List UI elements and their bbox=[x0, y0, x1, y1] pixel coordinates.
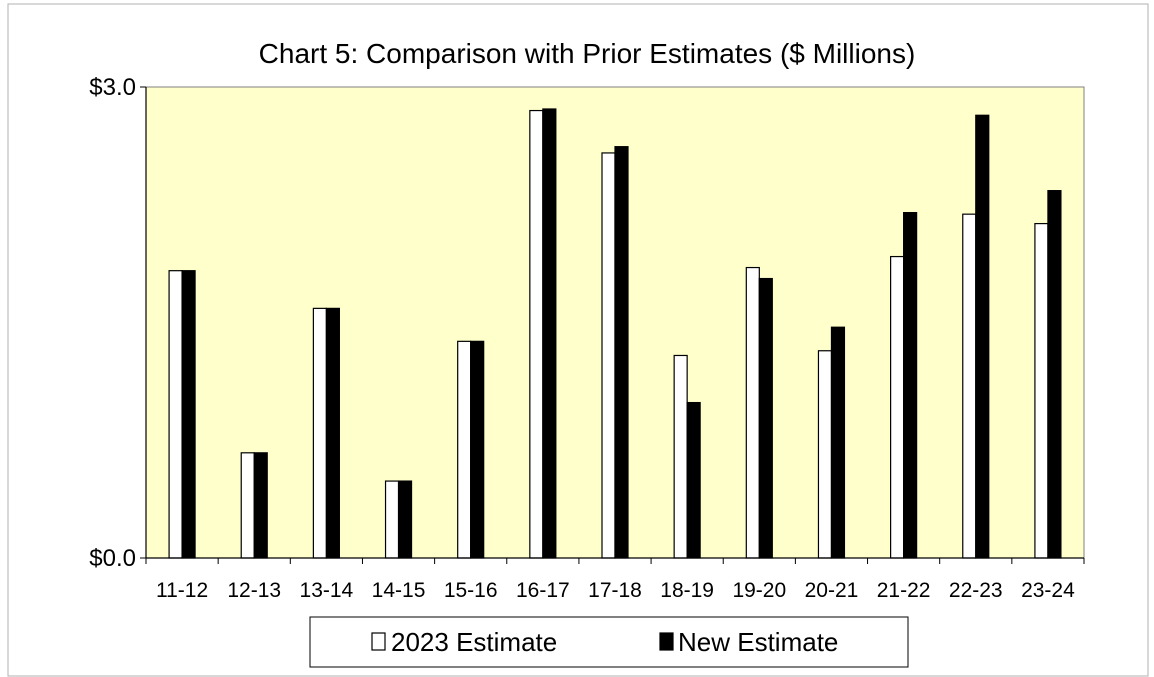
bar-estimate-2023-21-22 bbox=[890, 255, 905, 559]
legend-label-new-estimate: New Estimate bbox=[678, 627, 838, 657]
x-tick-label: 18-19 bbox=[660, 579, 714, 602]
bar-estimate-2023-15-16 bbox=[457, 340, 472, 559]
bar-estimate-2023-18-19 bbox=[673, 354, 688, 559]
y-ticks-group: $3.0 $0.0 bbox=[89, 74, 146, 572]
bar-estimate-2023-14-15 bbox=[384, 480, 400, 559]
x-tick-label: 20-21 bbox=[805, 579, 859, 602]
bar-estimate-2023-11-12 bbox=[168, 270, 183, 559]
legend-swatch-new-estimate bbox=[659, 632, 674, 651]
bar-estimate-2023-23-24 bbox=[1034, 222, 1049, 559]
bar-new-estimate-12-13 bbox=[253, 452, 268, 559]
x-tick-label: 19-20 bbox=[732, 579, 786, 602]
bar-new-estimate-13-14 bbox=[325, 307, 340, 559]
x-tick-label: 23-24 bbox=[1021, 579, 1075, 602]
bar-estimate-2023-16-17 bbox=[529, 109, 544, 559]
x-tick-label: 21-22 bbox=[877, 579, 931, 602]
bar-new-estimate-15-16 bbox=[470, 340, 485, 559]
x-ticks-group: 11-12 12-13 13-14 14-15 15-16 16-17 17-18 18-19… bbox=[145, 558, 1085, 602]
x-tick-label: 16-17 bbox=[516, 579, 570, 602]
bar-new-estimate-11-12 bbox=[181, 270, 196, 559]
bar-new-estimate-20-21 bbox=[830, 326, 846, 559]
bar-new-estimate-21-22 bbox=[903, 212, 918, 559]
bar-new-estimate-14-15 bbox=[397, 480, 413, 559]
bar-estimate-2023-20-21 bbox=[817, 350, 833, 559]
legend-box bbox=[309, 616, 909, 668]
bar-new-estimate-17-18 bbox=[614, 146, 629, 559]
bar-estimate-2023-19-20 bbox=[745, 266, 760, 559]
bar-new-estimate-23-24 bbox=[1047, 190, 1062, 559]
legend: 2023 Estimate New Estimate bbox=[309, 616, 909, 668]
legend-swatch-2023-estimate bbox=[371, 632, 386, 651]
y-tick-label: $0.0 bbox=[89, 545, 136, 572]
x-tick-label: 22-23 bbox=[949, 579, 1003, 602]
bar-new-estimate-16-17 bbox=[542, 108, 557, 559]
x-tick-label: 11-12 bbox=[156, 579, 208, 602]
x-tick-label: 17-18 bbox=[588, 579, 642, 602]
bar-new-estimate-18-19 bbox=[686, 401, 701, 559]
x-tick-label: 14-15 bbox=[372, 579, 426, 602]
bar-new-estimate-22-23 bbox=[975, 114, 990, 559]
bar-estimate-2023-22-23 bbox=[962, 213, 977, 559]
chart-title: Chart 5: Comparison with Prior Estimates… bbox=[259, 38, 916, 69]
bar-estimate-2023-17-18 bbox=[601, 152, 616, 559]
x-tick-label: 15-16 bbox=[444, 579, 498, 602]
bar-new-estimate-19-20 bbox=[758, 277, 773, 559]
x-tick-label: 13-14 bbox=[300, 579, 354, 602]
bar-estimate-2023-12-13 bbox=[240, 452, 255, 559]
legend-label-2023-estimate: 2023 Estimate bbox=[391, 627, 557, 657]
bar-estimate-2023-13-14 bbox=[312, 307, 327, 559]
y-tick-label: $3.0 bbox=[89, 74, 136, 101]
x-tick-label: 12-13 bbox=[227, 579, 281, 602]
